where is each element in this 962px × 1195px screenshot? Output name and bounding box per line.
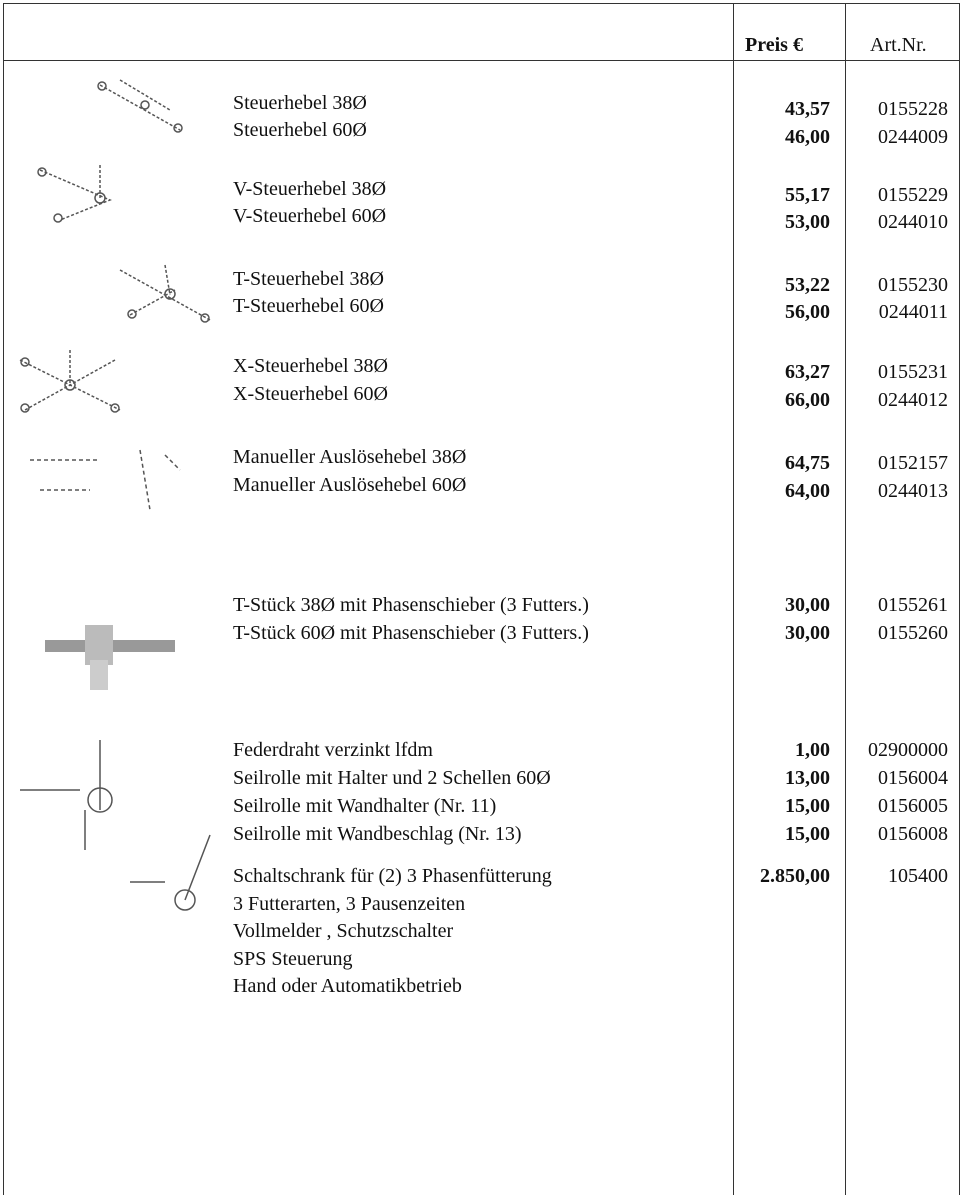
item-article: 0156008 [878,822,948,846]
item-description: T-Steuerhebel 38Ø [233,267,384,291]
image [30,450,180,510]
image [45,625,175,690]
item-description: Seilrolle mit Wandbeschlag (Nr. 13) [233,822,522,846]
item-price: 55,17 [785,183,830,207]
item-article: 0155230 [878,273,948,297]
item-description: V-Steuerhebel 60Ø [233,204,386,228]
item-description: Schaltschrank für (2) 3 Phasenfütterung [233,864,552,888]
item-description: T-Steuerhebel 60Ø [233,294,384,318]
item-description: X-Steuerhebel 60Ø [233,382,388,406]
item-article: 0155261 [878,593,948,617]
item-article: 0156004 [878,766,948,790]
image [38,165,110,222]
item-price: 66,00 [785,388,830,412]
item-article: 0244012 [878,388,948,412]
item-article: 105400 [888,864,948,888]
item-description: Manueller Auslösehebel 60Ø [233,473,466,497]
item-article: 0155231 [878,360,948,384]
header-price: Preis € [745,33,803,57]
item-price: 53,22 [785,273,830,297]
image [120,265,210,322]
item-description: Steuerhebel 60Ø [233,118,367,142]
item-article: 0155228 [878,97,948,121]
item-article: 0152157 [878,451,948,475]
item-description: Manueller Auslösehebel 38Ø [233,445,466,469]
image [20,740,210,910]
item-description: T-Stück 38Ø mit Phasenschieber (3 Futter… [233,593,589,617]
item-article: 0244009 [878,125,948,149]
item-price: 43,57 [785,97,830,121]
item-detail: Hand oder Automatikbetrieb [233,974,462,998]
item-price: 2.850,00 [760,864,830,888]
item-price: 56,00 [785,300,830,324]
item-article: 0244013 [878,479,948,503]
item-description: V-Steuerhebel 38Ø [233,177,386,201]
item-price: 30,00 [785,621,830,645]
image [98,80,182,132]
item-description: Seilrolle mit Halter und 2 Schellen 60Ø [233,766,551,790]
item-detail: Vollmelder , Schutzschalter [233,919,453,943]
column-rule [845,3,846,1195]
column-rule [733,3,734,1195]
item-description: Seilrolle mit Wandhalter (Nr. 11) [233,794,496,818]
item-price: 30,00 [785,593,830,617]
item-article: 0155260 [878,621,948,645]
header-article: Art.Nr. [870,33,927,57]
item-price: 63,27 [785,360,830,384]
item-price: 64,00 [785,479,830,503]
item-detail: 3 Futterarten, 3 Pausenzeiten [233,892,465,916]
border-right [959,3,960,1195]
item-price: 53,00 [785,210,830,234]
item-article: 0244010 [878,210,948,234]
item-description: Steuerhebel 38Ø [233,91,367,115]
item-article: 02900000 [868,738,948,762]
item-article: 0155229 [878,183,948,207]
item-detail: SPS Steuerung [233,947,352,971]
item-price: 15,00 [785,822,830,846]
item-article: 0244011 [879,300,948,324]
item-price: 15,00 [785,794,830,818]
item-description: T-Stück 60Ø mit Phasenschieber (3 Futter… [233,621,589,645]
item-price: 46,00 [785,125,830,149]
item-article: 0156005 [878,794,948,818]
image [20,350,120,412]
item-description: Federdraht verzinkt lfdm [233,738,433,762]
item-price: 1,00 [795,738,830,762]
item-price: 64,75 [785,451,830,475]
item-price: 13,00 [785,766,830,790]
price-list: Preis € Art.Nr. Steuerhebel 38Ø 43,57 0155… [0,0,962,1195]
item-description: X-Steuerhebel 38Ø [233,354,388,378]
part-illustrations [0,0,230,960]
